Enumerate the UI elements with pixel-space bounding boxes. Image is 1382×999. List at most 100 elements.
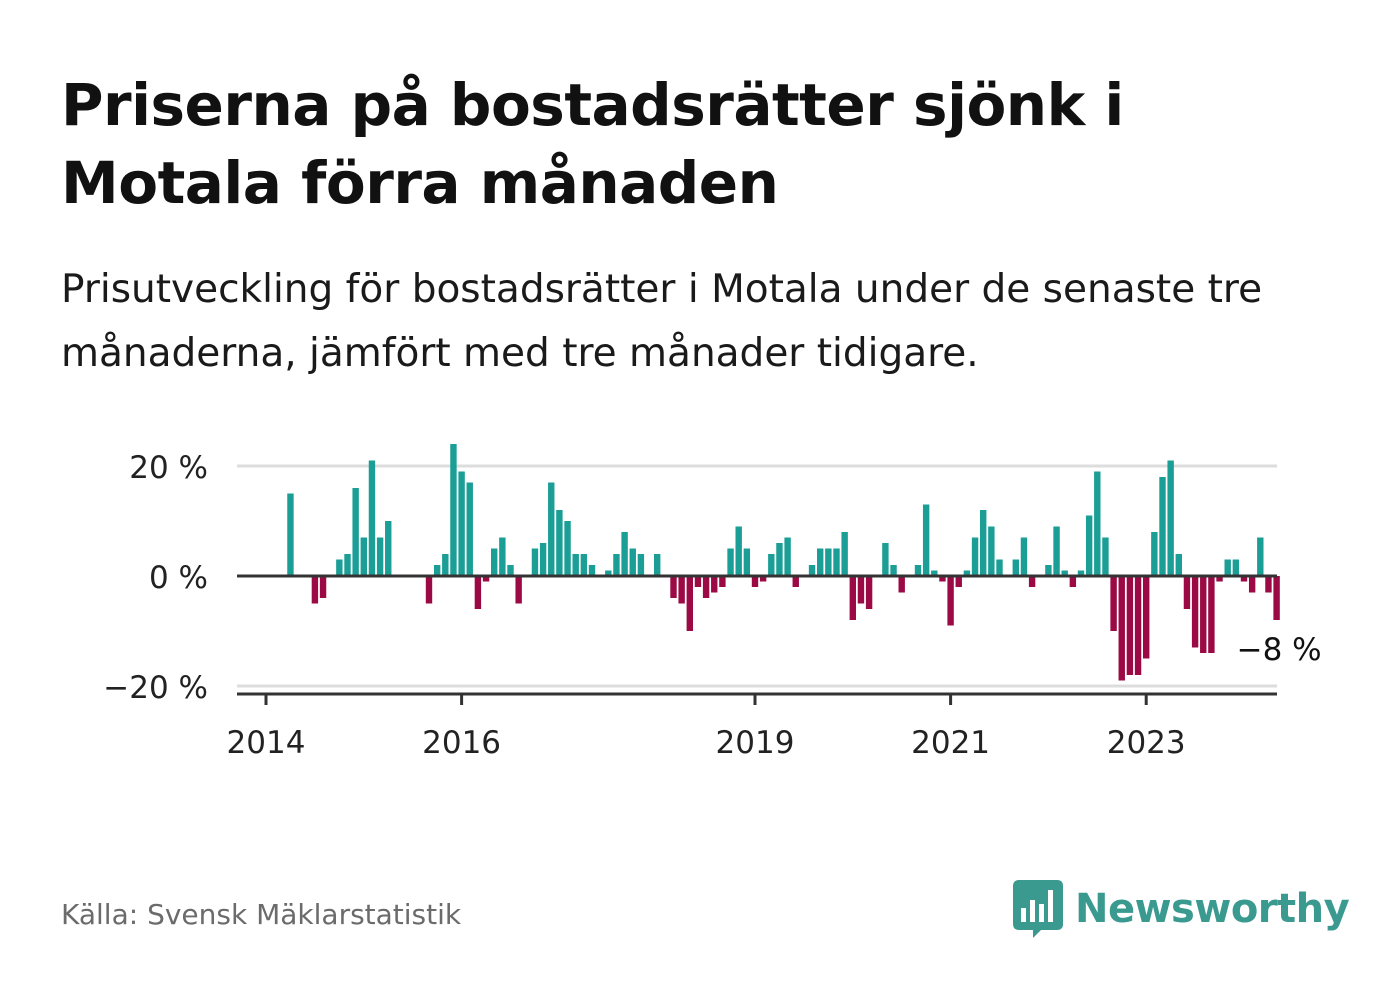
bar xyxy=(678,576,685,604)
bar xyxy=(572,554,579,576)
bar xyxy=(768,554,775,576)
bar xyxy=(751,576,759,587)
bar xyxy=(1200,576,1207,653)
bar xyxy=(621,532,628,576)
bar xyxy=(336,559,343,576)
bar xyxy=(1208,576,1215,653)
bar xyxy=(531,548,539,576)
bar xyxy=(686,576,693,631)
bar xyxy=(1126,576,1134,675)
bar xyxy=(287,493,294,576)
bar xyxy=(882,543,889,576)
bar xyxy=(817,548,824,576)
bar xyxy=(580,554,588,576)
bar xyxy=(1159,477,1166,576)
bar xyxy=(727,548,734,576)
bar xyxy=(922,504,930,576)
bar xyxy=(360,537,367,576)
newsworthy-logo[interactable]: Newsworthy xyxy=(1011,878,1350,940)
bar xyxy=(564,521,571,576)
bar xyxy=(1273,576,1280,620)
bar xyxy=(792,576,799,587)
bar xyxy=(1191,576,1199,648)
bar xyxy=(474,576,482,609)
bar xyxy=(588,565,596,576)
bar xyxy=(507,565,514,576)
bar xyxy=(735,526,742,576)
bar xyxy=(1045,565,1052,576)
bar xyxy=(1069,576,1077,587)
chart-subtitle: Prisutveckling för bostadsrätter i Motal… xyxy=(61,267,1263,376)
grid-lines xyxy=(237,464,1277,688)
y-tick-label: 0 % xyxy=(149,560,208,596)
bar xyxy=(1020,537,1028,576)
bar xyxy=(515,576,522,604)
bar xyxy=(491,548,498,576)
x-tick-label: 2016 xyxy=(422,725,501,761)
bar xyxy=(808,565,816,576)
bar xyxy=(914,565,922,576)
bar xyxy=(458,471,465,576)
bar xyxy=(939,576,946,582)
bar xyxy=(637,554,645,576)
bar xyxy=(1240,576,1248,582)
bar xyxy=(425,576,433,604)
bar xyxy=(1028,576,1036,587)
bar xyxy=(376,537,384,576)
bar xyxy=(702,576,710,598)
newsworthy-logo-icon xyxy=(1013,880,1063,938)
bar-chart: 20 % 0 % −20 % 2014 2016 2019 2021 2023 −8 % xyxy=(103,444,1322,761)
bar xyxy=(1094,471,1101,576)
bar xyxy=(776,543,783,576)
bar xyxy=(1061,570,1068,576)
source-note: Källa: Svensk Mäklarstatistik xyxy=(61,898,462,931)
x-tick-label: 2021 xyxy=(911,725,990,761)
brand-name: Newsworthy xyxy=(1075,886,1350,932)
bar xyxy=(971,537,979,576)
bar xyxy=(1175,554,1182,576)
bar xyxy=(311,576,319,604)
bar xyxy=(1224,559,1231,576)
bar xyxy=(1012,559,1019,576)
bar xyxy=(890,565,897,576)
bar xyxy=(1248,576,1256,593)
bar xyxy=(1085,515,1093,576)
bar xyxy=(711,576,718,593)
bars xyxy=(287,444,1280,681)
bar xyxy=(1216,576,1223,582)
bar xyxy=(319,576,327,598)
bar xyxy=(1167,460,1174,576)
bar xyxy=(352,488,359,576)
bar xyxy=(898,576,905,593)
bar xyxy=(849,576,856,620)
bar xyxy=(719,576,726,587)
bar xyxy=(1110,576,1117,631)
bar xyxy=(759,576,767,582)
bar xyxy=(466,482,473,576)
bar xyxy=(385,521,392,576)
bar xyxy=(433,565,441,576)
bar xyxy=(482,576,490,582)
bar xyxy=(833,548,840,576)
x-axis-ticks: 2014 2016 2019 2021 2023 xyxy=(227,694,1186,761)
bar xyxy=(841,532,848,576)
bar xyxy=(1118,576,1125,681)
x-tick-label: 2023 xyxy=(1107,725,1186,761)
bar xyxy=(743,548,751,576)
last-value-label: −8 % xyxy=(1237,632,1322,668)
bar xyxy=(548,482,555,576)
bar xyxy=(605,570,612,576)
bar xyxy=(784,537,791,576)
bar xyxy=(1077,570,1085,576)
bar xyxy=(1134,576,1142,675)
bar xyxy=(931,570,938,576)
bar xyxy=(996,559,1003,576)
bar xyxy=(1232,559,1240,576)
bar xyxy=(629,548,636,576)
y-axis-labels: 20 % 0 % −20 % xyxy=(103,450,208,706)
x-tick-label: 2014 xyxy=(227,725,306,761)
x-tick-label: 2019 xyxy=(716,725,795,761)
bar xyxy=(1053,526,1060,576)
bar xyxy=(654,554,661,576)
y-tick-label: 20 % xyxy=(129,450,208,486)
